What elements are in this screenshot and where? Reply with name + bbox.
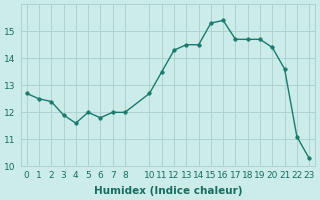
X-axis label: Humidex (Indice chaleur): Humidex (Indice chaleur) [94,186,242,196]
